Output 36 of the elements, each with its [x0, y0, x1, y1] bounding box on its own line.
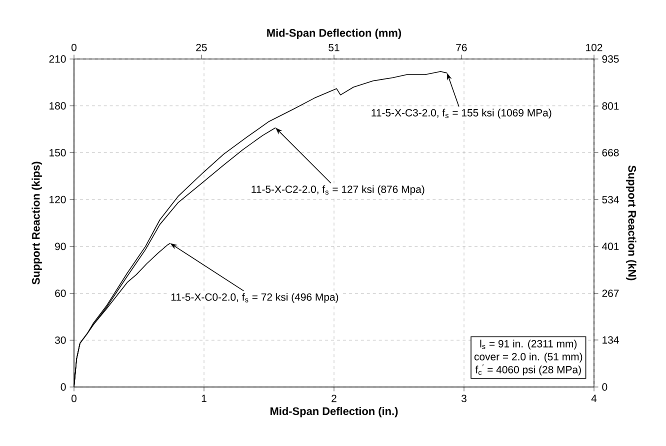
- x-tick-label: 4: [591, 394, 597, 402]
- x-tick-label: 0: [72, 394, 76, 402]
- x2-tick-label: 51: [328, 44, 340, 52]
- y2-tick-label: 267: [602, 290, 619, 298]
- y2-tick-label: 801: [602, 102, 619, 110]
- y-tick-label: 210: [49, 55, 66, 63]
- y-tick-label: 0: [60, 383, 66, 391]
- x-tick-label: 2: [332, 394, 336, 402]
- x2-tick-label: 0: [71, 44, 76, 52]
- annotation: 11-5-X-C0-2.0, f$_{s}$ = 72 ksi (496 Mpa): [171, 293, 338, 303]
- x2-tick-label: 76: [456, 44, 467, 52]
- annotation: f$_{c}$$^{′}$ = 4060 psi (28 MPa): [475, 364, 581, 376]
- x2-tick-label: 25: [196, 44, 207, 52]
- y2-tick-label: 668: [602, 148, 619, 156]
- annotation: 11-5-X-C2-2.0, f$_{s}$ = 127 ksi (876 Mpa): [252, 185, 424, 196]
- x2-tick-label: 102: [586, 44, 602, 52]
- y-tick-label: 120: [50, 196, 66, 204]
- y2-tick-label: 0: [602, 383, 608, 391]
- annotation: cover = 2.0 in. (51 mm): [474, 352, 582, 362]
- y-tick-label: 150: [50, 149, 66, 156]
- y-tick-label: 90: [55, 242, 66, 250]
- annotation: l$_{s}$ = 91 in. (2311 mm): [480, 340, 577, 350]
- y-tick-label: 180: [50, 102, 66, 110]
- x2-axis-title: Mid-Span Deflection (mm): [267, 28, 402, 39]
- y2-tick-label: 401: [602, 242, 619, 250]
- y-tick-label: 60: [55, 290, 66, 297]
- y-tick-label: 30: [54, 336, 66, 344]
- y2-axis-title: Support Reaction (kN): [626, 165, 636, 280]
- y-axis-title: Support Reaction (kips): [32, 162, 42, 284]
- x-axis-title: Mid-Span Deflection (in.): [270, 407, 398, 418]
- annotation: 11-5-X-C3-2.0, f$_{s}$ = 155 ksi (1069 MPa): [372, 108, 552, 119]
- x-tick-label: 1: [202, 394, 206, 402]
- y2-tick-label: 935: [602, 55, 619, 63]
- y2-tick-label: 134: [602, 336, 619, 344]
- x-tick-label: 3: [461, 394, 466, 402]
- y2-tick-label: 534: [602, 196, 619, 204]
